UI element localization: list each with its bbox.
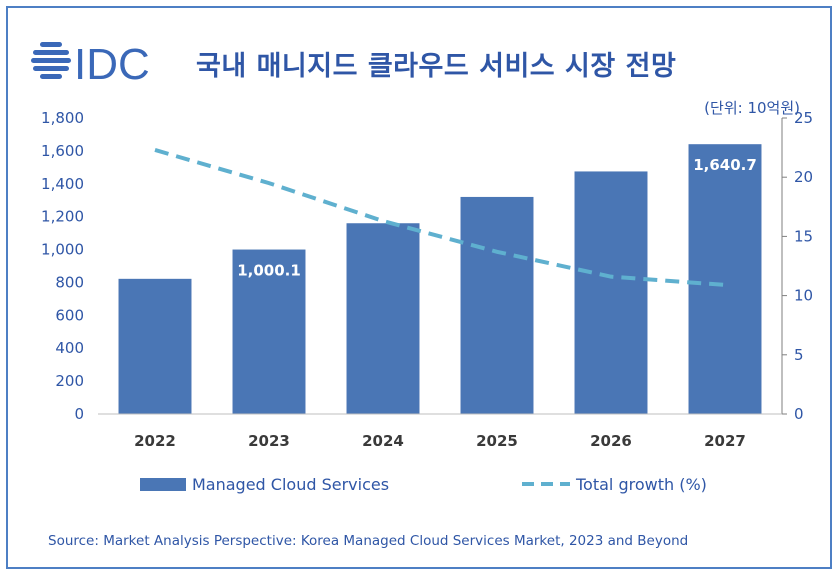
y-left-tick-label: 0 xyxy=(74,405,84,423)
bar-2024 xyxy=(346,223,420,414)
bar-2026 xyxy=(574,171,648,414)
y-left-tick-label: 800 xyxy=(55,273,84,291)
y-left-tick-label: 200 xyxy=(55,372,84,390)
y-right-axis: 0 5 10 15 20 25 xyxy=(781,109,813,423)
idc-logo: IDC xyxy=(31,40,150,86)
bar-2027 xyxy=(688,144,762,415)
bar-2025 xyxy=(460,196,534,414)
y-left-axis: 0 200 400 600 800 1,000 1,200 1,400 1,600 1,800 xyxy=(41,109,84,423)
globe-icon xyxy=(31,42,71,79)
x-tick-label: 2025 xyxy=(476,432,518,450)
legend: Managed Cloud Services Total growth (%) xyxy=(140,475,707,494)
x-tick-label: 2027 xyxy=(704,432,746,450)
growth-line-series xyxy=(154,148,726,287)
y-left-tick-label: 1,600 xyxy=(41,142,84,160)
x-tick-label: 2022 xyxy=(134,432,176,450)
x-axis: 2022 2023 2024 2025 2026 2027 xyxy=(134,432,746,450)
y-right-tick-label: 0 xyxy=(794,405,804,423)
x-tick-label: 2026 xyxy=(590,432,632,450)
data-label-2027: 1,640.7 xyxy=(693,156,757,174)
y-right-tick-label: 5 xyxy=(794,346,804,364)
source-note: Source: Market Analysis Perspective: Kor… xyxy=(48,533,689,549)
chart-title: 국내 매니지드 클라우드 서비스 시장 전망 xyxy=(196,51,677,82)
legend-swatch-bars xyxy=(140,478,186,491)
y-right-tick-label: 25 xyxy=(794,109,813,127)
y-left-tick-label: 1,000 xyxy=(41,241,84,259)
y-left-tick-label: 1,400 xyxy=(41,175,84,193)
x-tick-label: 2023 xyxy=(248,432,290,450)
data-label-2023: 1,000.1 xyxy=(237,262,301,280)
x-tick-label: 2024 xyxy=(362,432,404,450)
data-labels: 1,000.1 1,640.7 xyxy=(237,156,757,279)
legend-label-line: Total growth (%) xyxy=(575,475,707,494)
growth-line xyxy=(154,148,726,287)
y-left-tick-label: 1,200 xyxy=(41,208,84,226)
bar-series xyxy=(98,144,782,415)
y-right-tick-label: 15 xyxy=(794,227,813,245)
y-right-tick-label: 20 xyxy=(794,168,813,186)
legend-label-bars: Managed Cloud Services xyxy=(192,475,389,494)
bar-2023 xyxy=(232,249,306,414)
bar-2022 xyxy=(118,278,192,414)
unit-label: (단위: 10억원) xyxy=(704,99,800,117)
y-left-tick-label: 1,800 xyxy=(41,109,84,127)
y-right-tick-label: 10 xyxy=(794,287,813,305)
y-left-tick-label: 600 xyxy=(55,306,84,324)
logo-text: IDC xyxy=(74,40,150,86)
y-left-tick-label: 400 xyxy=(55,339,84,357)
